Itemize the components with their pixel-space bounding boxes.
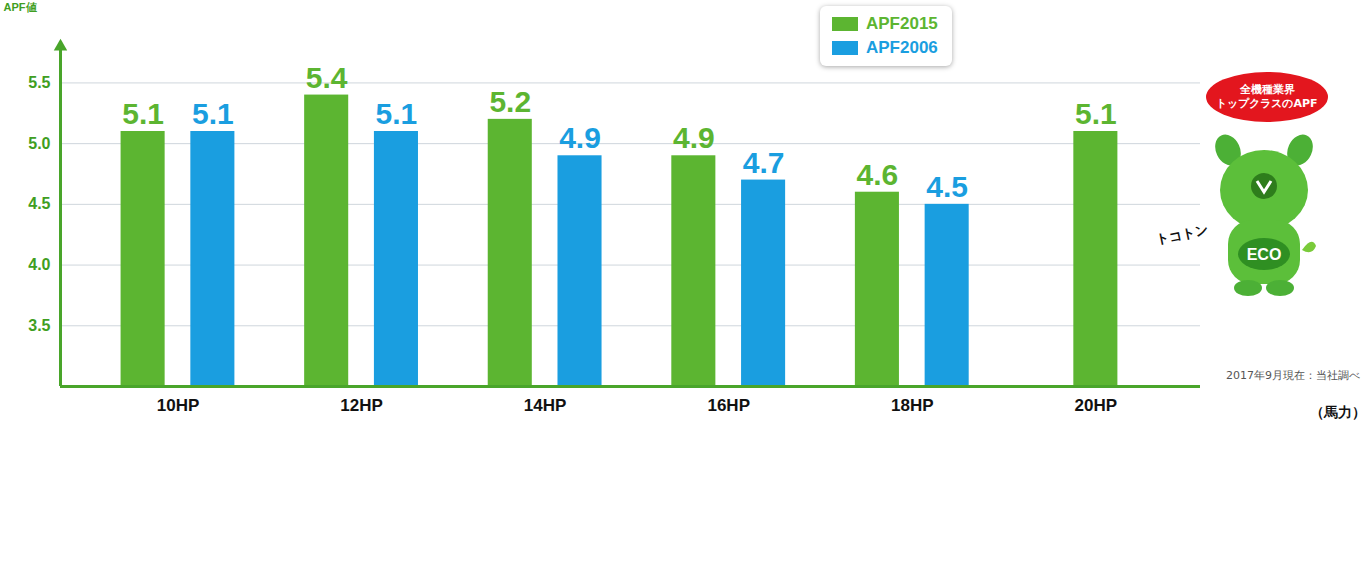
svg-text:5.1: 5.1 <box>122 97 164 130</box>
svg-text:APF値: APF値 <box>4 1 37 13</box>
html-text:トップクラスのAPF: トップクラスのAPF <box>1216 97 1318 110</box>
svg-text:4.7: 4.7 <box>743 146 785 179</box>
svg-text:4.9: 4.9 <box>559 121 601 154</box>
svg-text:4.5: 4.5 <box>926 170 968 203</box>
svg-text:4.9: 4.9 <box>673 121 715 154</box>
svg-text:5.1: 5.1 <box>376 97 418 130</box>
svg-text:（馬力）: （馬力） <box>1310 404 1366 420</box>
svg-text:18HP: 18HP <box>891 396 934 415</box>
html-text:トコトン: トコトン <box>1154 221 1209 248</box>
svg-text:10HP: 10HP <box>157 396 200 415</box>
svg-text:5.2: 5.2 <box>489 85 531 118</box>
svg-text:5.5: 5.5 <box>28 74 50 91</box>
svg-text:14HP: 14HP <box>524 396 567 415</box>
html-text:APF2006: APF2006 <box>866 38 938 57</box>
html-text:APF2015: APF2015 <box>866 14 938 33</box>
svg-text:3.5: 3.5 <box>28 317 50 334</box>
svg-text:12HP: 12HP <box>340 396 383 415</box>
svg-text:5.1: 5.1 <box>192 97 234 130</box>
svg-text:16HP: 16HP <box>707 396 750 415</box>
svg-text:4.6: 4.6 <box>857 158 899 191</box>
svg-text:5.4: 5.4 <box>306 61 348 94</box>
svg-text:5.1: 5.1 <box>1075 97 1117 130</box>
svg-text:4.5: 4.5 <box>28 195 50 212</box>
svg-text:20HP: 20HP <box>1075 396 1118 415</box>
svg-text:ECO: ECO <box>1247 246 1282 263</box>
svg-text:5.0: 5.0 <box>28 135 50 152</box>
html-text:全機種業界: 全機種業界 <box>1239 83 1295 96</box>
html-text:2017年9月現在：当社調べ: 2017年9月現在：当社調べ <box>1226 369 1360 382</box>
svg-text:4.0: 4.0 <box>28 256 50 273</box>
